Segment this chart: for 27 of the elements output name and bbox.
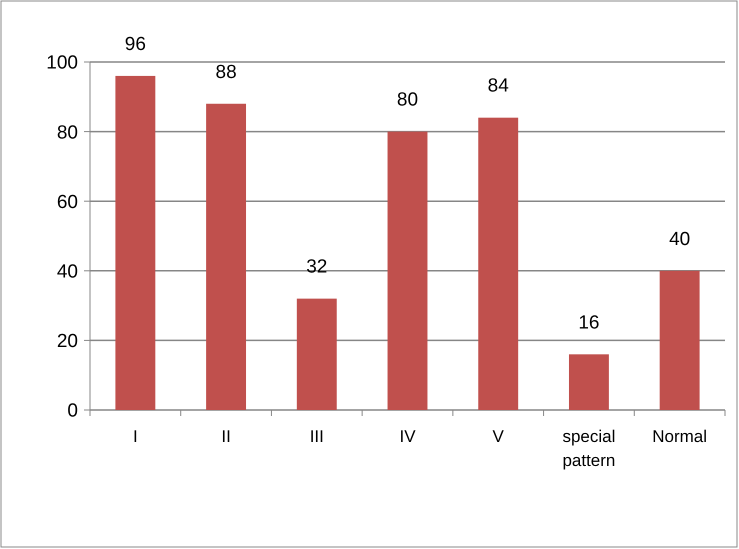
bar [568,354,609,410]
data-label: 40 [669,228,690,250]
data-label: 16 [578,312,600,334]
y-tick-label: 20 [56,331,78,352]
data-label: 84 [488,76,510,97]
y-tick-label: 100 [46,52,78,74]
data-label: 32 [306,256,328,278]
data-label: 80 [396,90,418,111]
y-tick-label: 60 [56,192,78,213]
bar [115,76,156,410]
x-tick-label: IV [399,427,416,446]
bar [206,104,246,410]
y-tick-label: 0 [67,400,78,422]
bar [388,132,428,410]
x-tick-label: I [132,427,138,446]
x-tick-label: II [221,427,231,446]
data-label: 96 [124,34,146,55]
x-tick-label: special pattern [562,427,616,470]
bar [660,270,700,410]
x-tick-label: Normal [652,427,708,446]
bar [478,118,518,410]
x-tick-label: V [492,427,505,446]
x-tick-label: III [310,427,324,446]
data-label: 88 [216,62,237,83]
y-tick-label: 80 [56,122,78,144]
bar [296,298,337,410]
y-tick-label: 40 [56,261,78,282]
